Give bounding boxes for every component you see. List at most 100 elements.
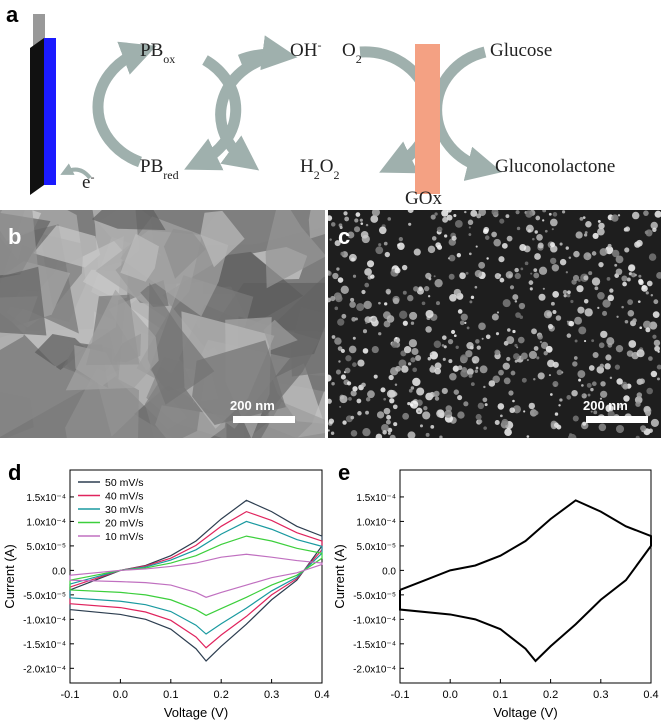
particle <box>441 344 445 347</box>
particle <box>383 320 391 328</box>
particle <box>410 321 415 325</box>
particle <box>542 287 545 290</box>
particle <box>645 327 651 333</box>
particle <box>470 382 475 387</box>
text: O <box>342 40 356 61</box>
particle <box>464 321 467 324</box>
particle <box>592 351 599 359</box>
particle <box>588 271 593 276</box>
x-tick-label: 0.3 <box>264 689 279 701</box>
x-tick-label: 0.2 <box>543 689 558 701</box>
particle <box>425 432 430 437</box>
particle <box>615 424 625 434</box>
particle <box>611 214 619 222</box>
particle <box>411 347 419 356</box>
particle <box>571 389 578 397</box>
particle <box>512 405 521 414</box>
x-tick-label: 0.1 <box>493 689 508 701</box>
legend-label: 50 mV/s <box>105 477 144 489</box>
particle <box>351 316 356 322</box>
particle <box>526 358 529 362</box>
y-tick-label: 0.0 <box>382 566 396 577</box>
particle <box>499 277 505 283</box>
particle <box>534 410 539 416</box>
oh-label: OH- <box>290 38 321 61</box>
particle <box>475 366 479 370</box>
particle <box>332 272 339 280</box>
particle <box>528 402 536 410</box>
particle <box>447 338 454 345</box>
y-tick-label: -5.0x10⁻⁵ <box>353 591 396 602</box>
particle <box>366 260 375 268</box>
particle <box>549 218 558 227</box>
particle <box>596 366 605 374</box>
particle <box>520 267 524 271</box>
particle <box>599 397 603 400</box>
particle <box>402 290 407 295</box>
particle <box>566 293 571 298</box>
flake <box>200 210 245 268</box>
particle <box>463 401 469 407</box>
particle <box>468 373 473 378</box>
particle <box>401 365 409 373</box>
particle <box>624 319 629 324</box>
particle <box>514 300 518 303</box>
particle <box>513 353 520 360</box>
particle <box>599 248 608 256</box>
particle <box>436 409 445 418</box>
y-tick-label: -1.5x10⁻⁴ <box>23 640 66 651</box>
particle <box>493 238 502 247</box>
particle <box>474 285 478 289</box>
y-tick-label: -1.0x10⁻⁴ <box>23 615 66 626</box>
particle <box>425 309 434 318</box>
particle <box>453 213 457 218</box>
flake <box>308 210 325 239</box>
particle <box>434 367 441 375</box>
text: ox <box>163 52 175 66</box>
particle <box>348 396 352 401</box>
particle <box>642 320 652 329</box>
particle <box>334 306 339 311</box>
particle <box>483 385 486 389</box>
y-tick-label: -2.0x10⁻⁴ <box>23 664 66 675</box>
particle <box>365 410 369 415</box>
particle <box>565 246 569 250</box>
particle <box>448 359 453 364</box>
particle <box>512 399 515 403</box>
particle <box>475 413 482 420</box>
particle <box>548 212 552 216</box>
particle <box>591 251 597 256</box>
particle <box>654 345 660 352</box>
particle <box>593 410 598 415</box>
particle <box>460 369 469 378</box>
particle <box>352 362 357 367</box>
particle <box>394 267 401 274</box>
particle <box>422 411 431 420</box>
particle <box>464 210 467 214</box>
particle <box>468 233 472 236</box>
particle <box>434 212 438 216</box>
particle <box>636 349 645 358</box>
particle <box>598 342 605 349</box>
flake <box>263 319 298 351</box>
particle <box>514 272 521 280</box>
particle <box>427 357 431 361</box>
particle <box>466 326 470 330</box>
particle <box>485 334 491 340</box>
particle <box>649 321 658 330</box>
particle <box>386 389 396 399</box>
particle <box>616 315 619 318</box>
cycle-arrow <box>431 46 503 181</box>
particle <box>568 256 572 260</box>
particle <box>488 380 496 387</box>
particle <box>350 415 355 420</box>
particle <box>627 299 634 306</box>
particle <box>646 280 653 287</box>
x-tick-label: -0.1 <box>61 689 80 701</box>
particle <box>515 312 521 318</box>
particle <box>657 350 660 353</box>
particle <box>408 388 413 393</box>
particle <box>639 326 643 330</box>
particle <box>337 277 344 283</box>
particle <box>598 261 604 268</box>
